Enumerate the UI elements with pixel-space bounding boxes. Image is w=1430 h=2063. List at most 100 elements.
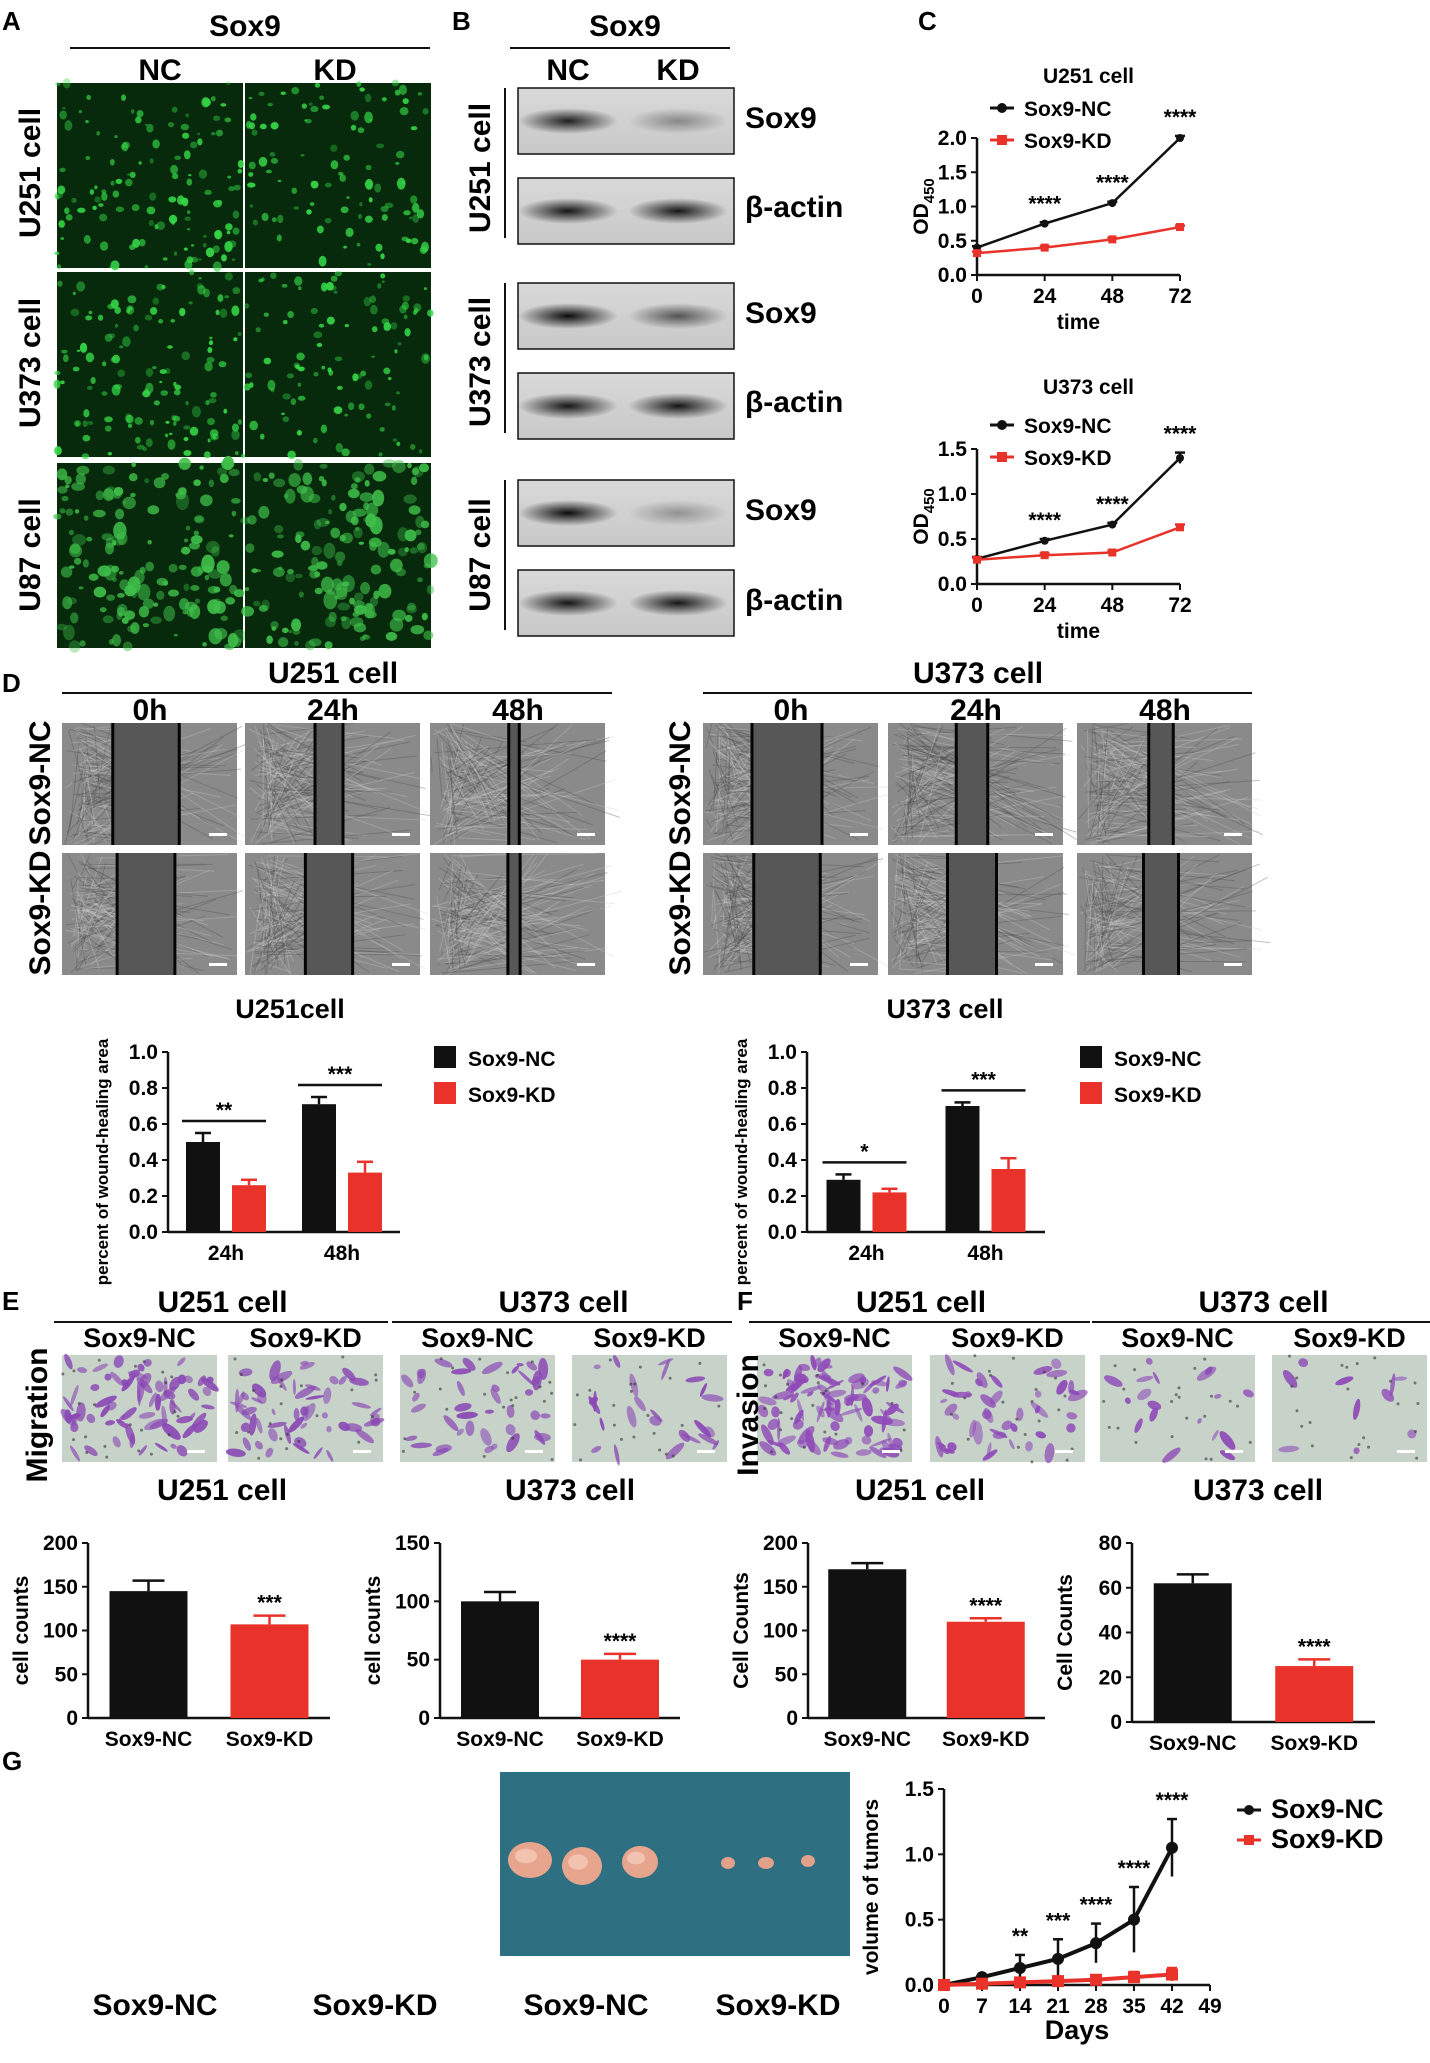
cell-spot bbox=[263, 357, 272, 365]
cell-spot bbox=[218, 361, 227, 368]
pore-dot bbox=[811, 1403, 815, 1407]
bar bbox=[186, 1142, 220, 1232]
cell-spot bbox=[364, 93, 372, 103]
cell-texture bbox=[255, 735, 369, 757]
cell-spot bbox=[401, 301, 409, 310]
cell-spot bbox=[364, 111, 373, 124]
cell-spot bbox=[367, 263, 372, 266]
cell-texture bbox=[451, 729, 491, 821]
cell-spot bbox=[185, 113, 190, 118]
scale-bar bbox=[1055, 1450, 1073, 1453]
cell-texture bbox=[1090, 880, 1112, 902]
cell-texture bbox=[452, 852, 597, 857]
cell-spot bbox=[197, 132, 201, 136]
cell-spot bbox=[65, 214, 73, 221]
cell-spot bbox=[89, 189, 95, 195]
cell-texture bbox=[910, 747, 919, 803]
cell-texture bbox=[260, 929, 265, 944]
cell-texture bbox=[446, 738, 477, 766]
stained-cell bbox=[1136, 1375, 1154, 1383]
stained-cell bbox=[1278, 1445, 1300, 1453]
cell-spot bbox=[59, 167, 66, 173]
pore-dot bbox=[638, 1365, 642, 1369]
cell-texture bbox=[452, 939, 457, 957]
cell-texture bbox=[255, 930, 262, 933]
legend-swatch bbox=[434, 1046, 456, 1068]
stained-cell bbox=[294, 1385, 316, 1399]
cell-texture bbox=[1102, 863, 1260, 925]
cell-texture bbox=[76, 908, 105, 941]
cell-spot bbox=[392, 609, 406, 622]
pore-dot bbox=[72, 1369, 76, 1373]
tumor-label-kd: Sox9-KD bbox=[715, 1989, 840, 2022]
cell-texture bbox=[79, 804, 85, 818]
cell-spot bbox=[423, 563, 432, 569]
stained-cell bbox=[434, 1358, 453, 1368]
cell-spot bbox=[342, 574, 355, 593]
cell-texture bbox=[264, 963, 291, 973]
bar bbox=[348, 1172, 382, 1232]
cell-texture bbox=[445, 916, 558, 934]
cell-texture bbox=[457, 761, 552, 795]
cell-spot bbox=[268, 472, 275, 479]
cell-texture bbox=[265, 858, 285, 937]
cell-spot bbox=[204, 575, 210, 581]
pore-dot bbox=[1016, 1445, 1020, 1449]
cell-texture bbox=[446, 886, 615, 905]
pore-dot bbox=[1116, 1426, 1120, 1430]
y-tick-label: 0 bbox=[786, 1707, 798, 1730]
cell-spot bbox=[215, 309, 220, 316]
band-sox9-u373: Sox9 bbox=[745, 297, 817, 330]
pore-dot bbox=[401, 1449, 405, 1453]
cell-spot bbox=[281, 283, 288, 288]
wound-group-title: U373 cell bbox=[913, 657, 1043, 690]
stained-cell bbox=[990, 1390, 1003, 1405]
cell-texture bbox=[899, 853, 906, 969]
cell-spot bbox=[423, 287, 428, 291]
cell-texture bbox=[900, 873, 905, 898]
stained-cell bbox=[861, 1435, 872, 1445]
cell-spot bbox=[65, 508, 74, 516]
cell-spot bbox=[97, 565, 112, 577]
cell-texture bbox=[70, 878, 87, 965]
pore-dot bbox=[1170, 1435, 1174, 1439]
cell-texture bbox=[445, 728, 499, 806]
cell-texture bbox=[903, 735, 908, 744]
cell-spot bbox=[403, 494, 417, 504]
cell-texture bbox=[446, 723, 509, 819]
cell-texture bbox=[912, 737, 938, 789]
legend-label: Sox9-NC bbox=[1114, 1048, 1202, 1071]
cell-texture bbox=[908, 920, 914, 923]
cell-texture bbox=[1083, 745, 1118, 788]
stained-cell bbox=[1243, 1389, 1254, 1398]
legend-marker bbox=[1244, 1835, 1254, 1845]
cell-spot bbox=[136, 444, 145, 450]
x-tick-label: Sox9-KD bbox=[226, 1728, 314, 1751]
wound-gap bbox=[507, 853, 521, 975]
cell-texture bbox=[268, 878, 279, 966]
pore-dot bbox=[1396, 1402, 1400, 1406]
cell-texture bbox=[1085, 870, 1128, 953]
cell-spot bbox=[247, 515, 257, 525]
panel-label-c: C bbox=[918, 6, 937, 36]
stained-cell bbox=[823, 1436, 832, 1452]
cell-texture bbox=[450, 722, 548, 755]
cell-spot bbox=[402, 295, 410, 302]
cell-texture bbox=[1091, 891, 1106, 921]
cell-texture bbox=[1100, 734, 1156, 834]
pore-dot bbox=[680, 1423, 684, 1427]
cell-texture bbox=[73, 874, 88, 935]
stained-cell bbox=[1008, 1439, 1015, 1450]
cell-spot bbox=[63, 354, 69, 363]
y-tick-label: 150 bbox=[395, 1532, 430, 1555]
pore-dot bbox=[949, 1412, 953, 1416]
cell-spot bbox=[403, 314, 408, 320]
stained-cell bbox=[255, 1417, 263, 1434]
cell-texture bbox=[451, 872, 608, 913]
stained-cell bbox=[293, 1407, 300, 1421]
cell-spot bbox=[76, 281, 86, 292]
data-point bbox=[1128, 1971, 1140, 1984]
cell-texture bbox=[731, 859, 742, 970]
cell-texture bbox=[1102, 753, 1115, 761]
cell-texture bbox=[1094, 935, 1100, 967]
